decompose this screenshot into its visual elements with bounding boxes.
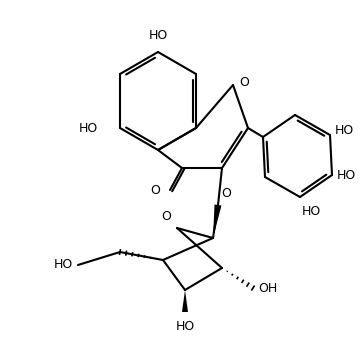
- Text: O: O: [239, 75, 249, 88]
- Text: HO: HO: [335, 123, 354, 137]
- Text: O: O: [221, 187, 231, 200]
- Polygon shape: [182, 290, 188, 312]
- Text: HO: HO: [302, 205, 321, 218]
- Text: HO: HO: [149, 29, 168, 42]
- Text: HO: HO: [79, 121, 98, 135]
- Text: OH: OH: [258, 281, 277, 294]
- Polygon shape: [213, 204, 221, 238]
- Text: O: O: [150, 183, 160, 196]
- Text: HO: HO: [175, 320, 195, 333]
- Text: HO: HO: [337, 169, 356, 182]
- Text: HO: HO: [54, 258, 73, 271]
- Text: O: O: [161, 210, 171, 223]
